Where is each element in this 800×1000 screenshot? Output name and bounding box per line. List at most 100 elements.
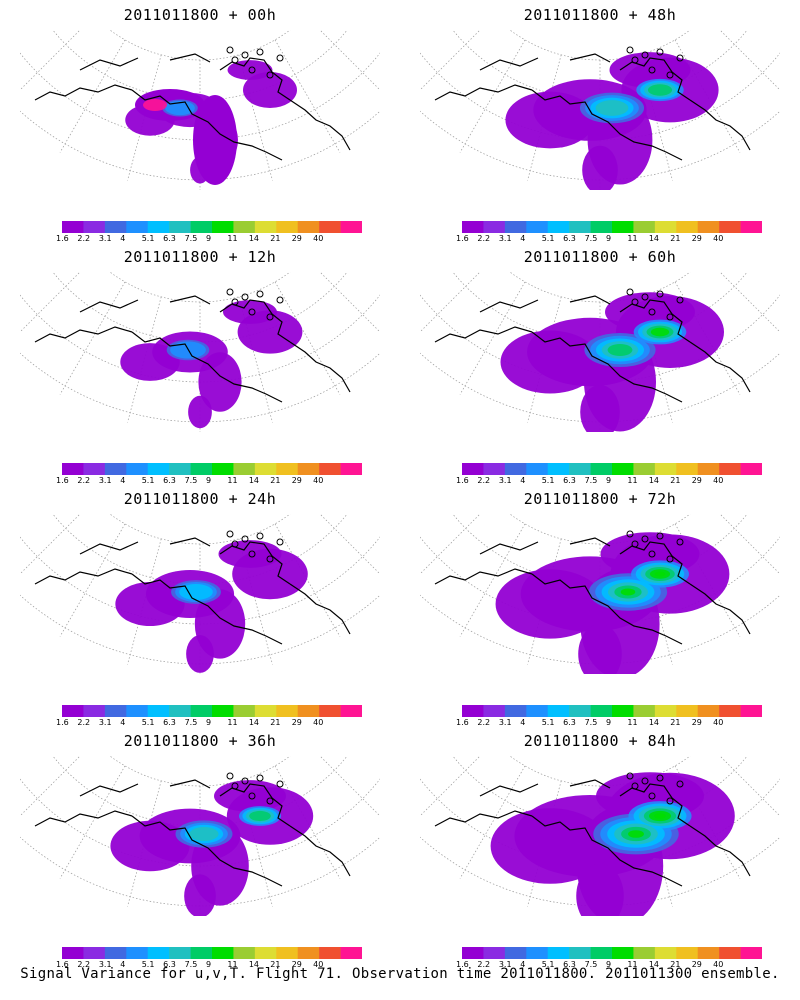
colorbar-tick-label: 7.5 (184, 960, 198, 969)
colorbar-swatch (233, 463, 256, 475)
graticule-longitude (730, 756, 780, 776)
graticule-longitude (20, 756, 70, 776)
colorbar-labels: 1.6 2.2 3.1 4 5.1 6.3 7.5 9 11 14 21 29 40 (454, 476, 764, 486)
polar-map (420, 756, 780, 916)
colorbar-tick-label: 14 (648, 960, 660, 969)
colorbar-swatch (504, 463, 527, 475)
colorbar-tick-label: 14 (648, 234, 660, 243)
colorbar-swatch (297, 221, 320, 233)
colorbar-tick-label: 2.2 (77, 718, 91, 727)
graticule-latitude (20, 594, 380, 665)
island (256, 532, 264, 540)
colorbar-tick-label: 3.1 (498, 960, 512, 969)
graticule-longitude (20, 30, 81, 91)
colorbar-swatch (719, 947, 741, 959)
island (241, 293, 249, 301)
colorbar-tick-label: 3.1 (98, 960, 112, 969)
graticule-latitude (509, 272, 691, 303)
colorbar-tick-label: 3.1 (98, 476, 112, 485)
colorbar-tick-label: 11 (627, 718, 638, 727)
colorbar-swatch (62, 463, 84, 475)
graticule-latitude (20, 110, 380, 181)
colorbar-tick-label: 7.5 (184, 718, 198, 727)
polar-map (20, 30, 380, 190)
graticule-latitude (420, 836, 780, 907)
colorbar-tick-label: 29 (691, 476, 702, 485)
colorbar-tick-label: 1.6 (56, 476, 69, 485)
colorbar-swatch (254, 947, 277, 959)
colorbar-swatch (569, 463, 591, 475)
colorbar-swatch (276, 221, 299, 233)
island (666, 797, 674, 805)
island (266, 797, 274, 805)
colorbar-tick-label: 40 (313, 234, 324, 243)
island (226, 772, 234, 780)
colorbar-tick-label: 29 (291, 476, 302, 485)
colorbar-swatch (462, 463, 484, 475)
colorbar-swatch (504, 221, 527, 233)
colorbar-swatch (169, 463, 191, 475)
colorbar-swatch (612, 221, 634, 233)
graticule-longitude (319, 272, 380, 333)
colorbar-swatch (740, 221, 762, 233)
colorbar-tick-label: 14 (248, 476, 260, 485)
colorbar-swatch (212, 221, 234, 233)
colorbar-tick-label: 4 (520, 718, 526, 727)
graticule-longitude (127, 780, 162, 907)
island (656, 48, 664, 56)
graticule-longitude (127, 296, 162, 423)
colorbar-swatch (676, 463, 699, 475)
island (256, 48, 264, 56)
coastline (479, 57, 539, 71)
colorbar (462, 947, 762, 959)
colorbar-tick-label: 2.2 (77, 476, 91, 485)
colorbar-swatch (590, 705, 613, 717)
colorbar-swatch (169, 705, 191, 717)
graticule-longitude (274, 523, 341, 637)
panel-title: 2011011800 + 24h (123, 490, 277, 508)
colorbar-tick-label: 14 (648, 718, 660, 727)
colorbar-swatch (340, 947, 362, 959)
colorbar-tick-label: 11 (227, 960, 238, 969)
colorbar-tick-label: 29 (691, 234, 702, 243)
graticule-longitude (420, 30, 481, 91)
colorbar-swatch (62, 947, 84, 959)
colorbar-tick-label: 5.1 (541, 234, 555, 243)
colorbar-swatch (212, 463, 234, 475)
colorbar-tick-label: 1.6 (456, 960, 469, 969)
coastline (34, 568, 133, 585)
colorbar-swatch (190, 705, 213, 717)
colorbar-tick-label: 5.1 (541, 718, 555, 727)
colorbar-labels: 1.6 2.2 3.1 4 5.1 6.3 7.5 9 11 14 21 29 40 (54, 960, 364, 970)
colorbar-swatch (676, 947, 699, 959)
coastline (289, 583, 351, 635)
colorbar-tick-label: 14 (248, 718, 260, 727)
colorbar-swatch (319, 705, 341, 717)
colorbar-swatch (740, 947, 762, 959)
colorbar-swatch (83, 221, 106, 233)
island (648, 550, 656, 558)
coastline (169, 53, 211, 63)
colorbar-tick-label: 21 (670, 718, 681, 727)
colorbar-labels: 1.6 2.2 3.1 4 5.1 6.3 7.5 9 11 14 21 29 40 (54, 234, 364, 244)
colorbar-tick-label: 21 (270, 960, 281, 969)
graticule-longitude (527, 54, 562, 181)
panel-title: 2011011800 + 72h (523, 490, 677, 508)
island (631, 298, 639, 306)
colorbar-tick-label: 6.3 (563, 476, 576, 485)
island (241, 535, 249, 543)
forecast-panel: 2011011800 + 00h 1.6 2.2 3.1 4 5.1 6.3 7.5 9 11 14… (0, 0, 400, 244)
graticule-longitude (59, 39, 126, 153)
colorbar (62, 947, 362, 959)
colorbar-tick-label: 11 (227, 234, 238, 243)
coastline (169, 295, 211, 305)
colorbar-swatch (483, 463, 506, 475)
graticule-longitude (730, 514, 780, 534)
colorbar-swatch (569, 221, 591, 233)
colorbar-swatch (483, 705, 506, 717)
graticule-longitude (319, 514, 380, 575)
colorbar-tick-label: 29 (291, 718, 302, 727)
polar-map (420, 514, 780, 674)
variance-field (495, 532, 730, 674)
coastline (569, 779, 611, 789)
